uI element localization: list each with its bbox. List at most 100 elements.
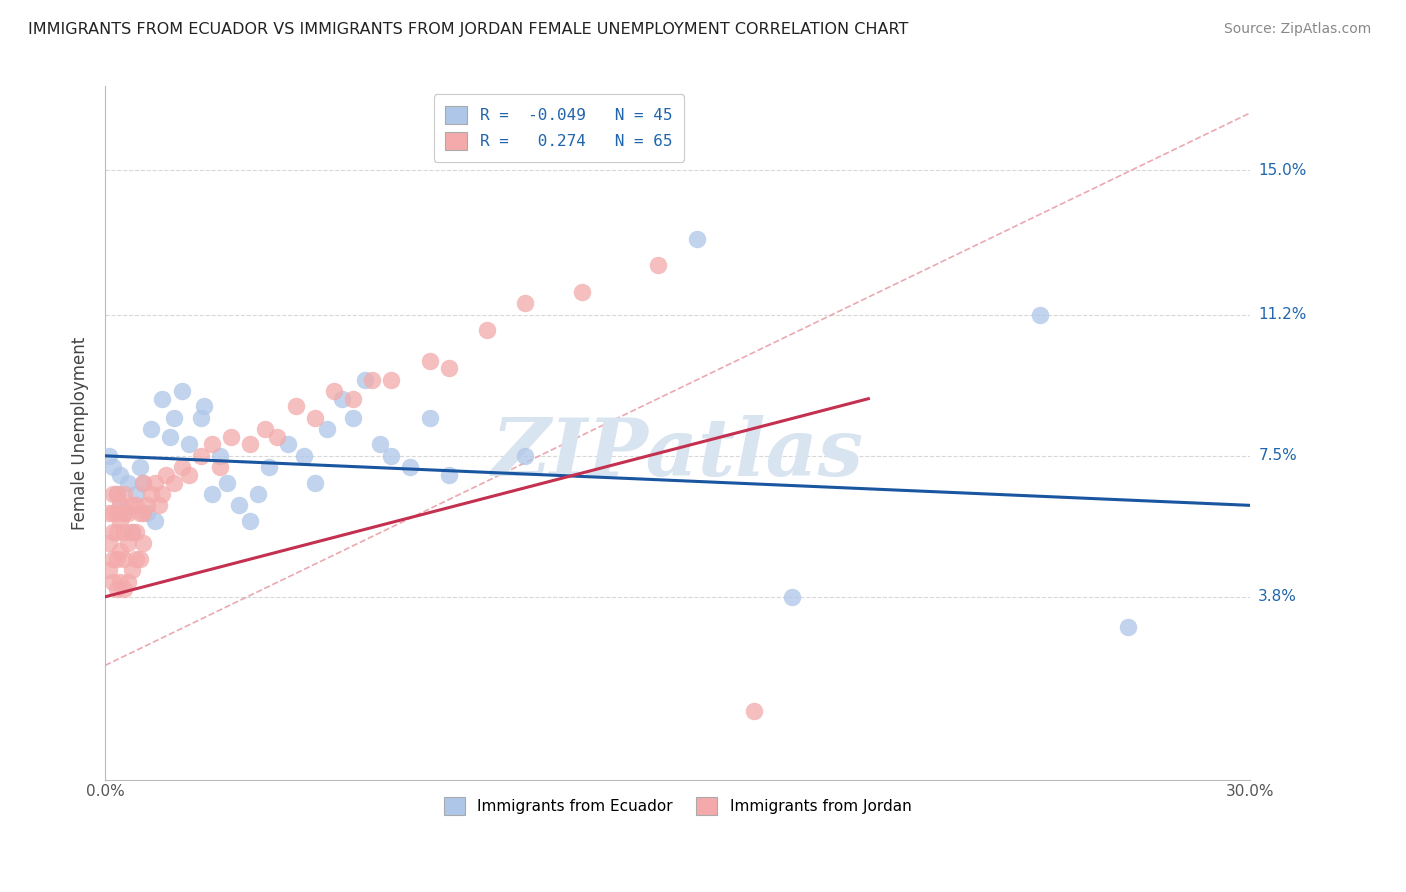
Point [254,422,277,436]
Point [125,551,148,566]
Point [380,449,402,463]
Point [239,437,262,451]
Point [437,467,460,482]
Text: Source: ZipAtlas.com: Source: ZipAtlas.com [1223,22,1371,37]
Point [117,506,139,520]
Point [136,506,159,520]
Point [513,296,536,310]
Point [110,514,132,528]
Point [219,430,242,444]
Point [128,506,150,520]
Point [315,422,337,436]
Point [121,563,143,577]
Point [125,524,148,539]
Point [361,373,384,387]
Point [208,449,231,463]
Point [121,499,143,513]
Point [163,475,186,490]
Point [323,384,346,398]
Point [105,487,128,501]
Point [139,487,162,501]
Legend: Immigrants from Ecuador, Immigrants from Jordan: Immigrants from Ecuador, Immigrants from… [434,788,921,824]
Point [98,563,121,577]
Point [117,475,139,490]
Point [112,551,135,566]
Point [399,460,422,475]
Point [368,437,391,451]
Point [190,410,212,425]
Point [105,506,128,520]
Point [132,536,155,550]
Point [330,392,353,406]
Point [152,487,174,501]
Text: 15.0%: 15.0% [1258,162,1306,178]
Point [132,475,155,490]
Point [112,524,135,539]
Point [101,487,124,501]
Point [1116,620,1139,634]
Point [98,536,121,550]
Point [179,437,201,451]
Point [246,487,269,501]
Point [513,449,536,463]
Point [170,460,193,475]
Point [685,232,707,246]
Point [780,590,803,604]
Point [121,524,143,539]
Point [647,259,669,273]
Point [105,524,128,539]
Point [304,410,326,425]
Point [304,475,326,490]
Point [292,449,315,463]
Point [155,467,177,482]
Point [139,422,162,436]
Point [101,551,124,566]
Point [136,499,159,513]
Point [170,384,193,398]
Point [110,574,132,589]
Point [285,400,308,414]
Point [132,506,155,520]
Point [259,460,281,475]
Point [571,285,593,299]
Point [112,506,135,520]
Point [110,499,132,513]
Point [419,353,441,368]
Text: 7.5%: 7.5% [1258,449,1296,463]
Point [125,487,148,501]
Point [419,410,441,425]
Point [110,544,132,558]
Point [125,499,148,513]
Point [201,487,224,501]
Point [475,323,498,337]
Point [112,582,135,596]
Point [353,373,375,387]
Point [117,536,139,550]
Point [163,410,186,425]
Point [742,704,765,718]
Point [128,460,150,475]
Point [193,400,215,414]
Point [143,514,166,528]
Point [105,582,128,596]
Point [105,551,128,566]
Point [228,499,250,513]
Point [190,449,212,463]
Point [117,574,139,589]
Text: 3.8%: 3.8% [1258,590,1298,604]
Point [342,410,364,425]
Point [101,574,124,589]
Point [266,430,288,444]
Point [101,460,124,475]
Point [101,506,124,520]
Point [201,437,224,451]
Point [112,487,135,501]
Point [159,430,181,444]
Point [380,373,402,387]
Point [208,460,231,475]
Point [179,467,201,482]
Point [112,506,135,520]
Y-axis label: Female Unemployment: Female Unemployment [72,336,89,530]
Point [98,449,121,463]
Point [277,437,299,451]
